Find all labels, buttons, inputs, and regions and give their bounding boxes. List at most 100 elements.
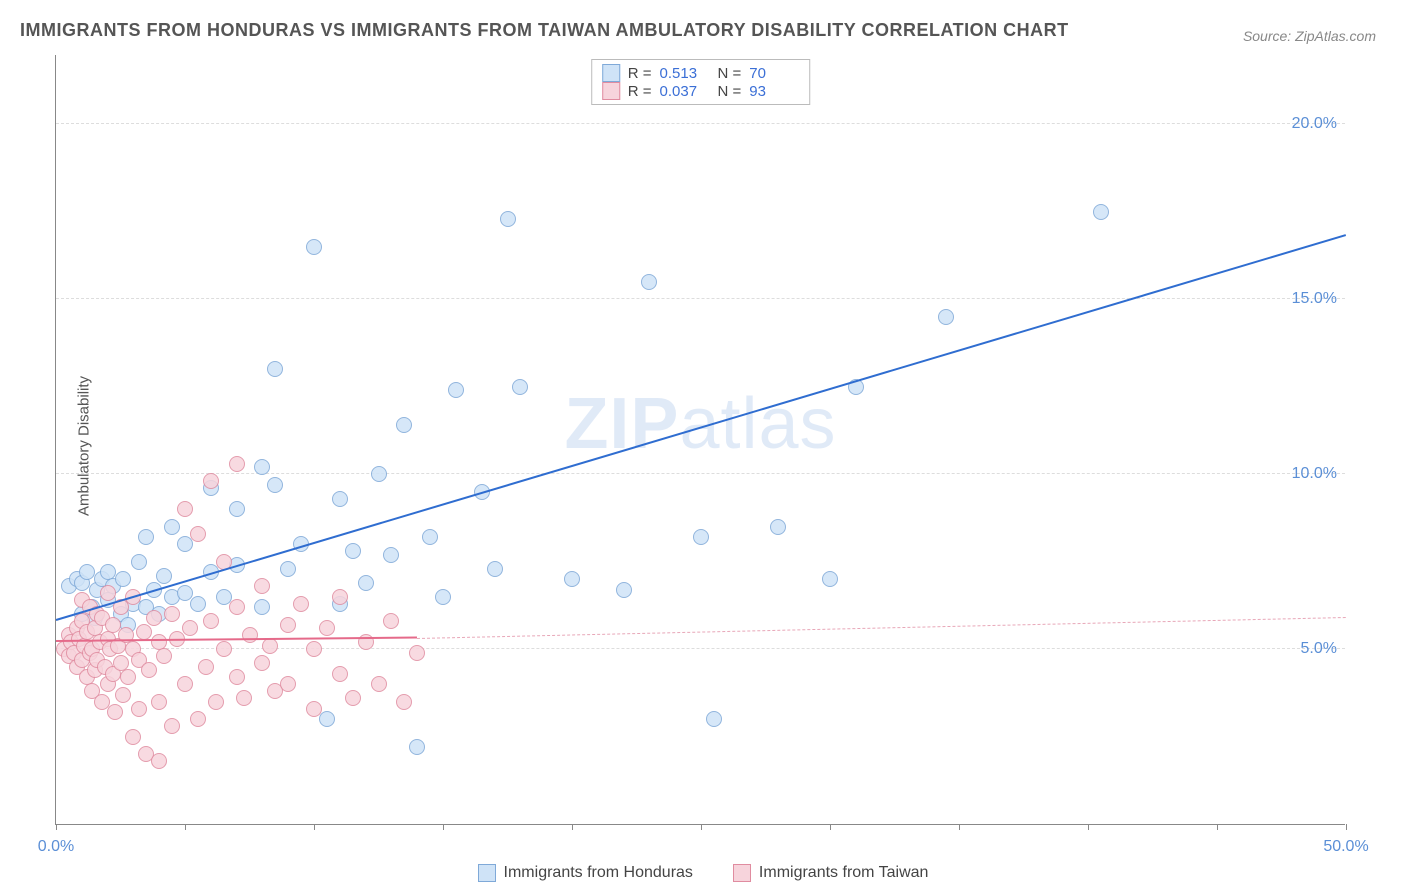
scatter-point (182, 620, 198, 636)
x-tick (1346, 824, 1347, 830)
scatter-point (641, 274, 657, 290)
plot-area: ZIPatlas R =0.513N =70R =0.037N =93 5.0%… (55, 55, 1345, 825)
scatter-point (131, 554, 147, 570)
r-label: R = (628, 83, 652, 100)
x-tick (959, 824, 960, 830)
gridline-h (56, 123, 1345, 124)
scatter-point (125, 729, 141, 745)
gridline-h (56, 298, 1345, 299)
scatter-point (938, 309, 954, 325)
scatter-point (190, 596, 206, 612)
scatter-point (332, 589, 348, 605)
scatter-point (371, 466, 387, 482)
r-legend-row: R =0.037N =93 (602, 82, 800, 100)
scatter-point (409, 739, 425, 755)
legend-swatch (602, 82, 620, 100)
scatter-point (280, 676, 296, 692)
scatter-point (177, 501, 193, 517)
scatter-point (177, 676, 193, 692)
scatter-point (706, 711, 722, 727)
r-value: 0.513 (660, 65, 710, 82)
scatter-point (229, 456, 245, 472)
scatter-point (254, 655, 270, 671)
scatter-point (229, 501, 245, 517)
scatter-point (487, 561, 503, 577)
scatter-point (190, 711, 206, 727)
scatter-point (616, 582, 632, 598)
scatter-point (164, 519, 180, 535)
source-label: Source: ZipAtlas.com (1243, 28, 1376, 44)
scatter-point (151, 694, 167, 710)
scatter-point (693, 529, 709, 545)
scatter-point (203, 613, 219, 629)
scatter-point (383, 547, 399, 563)
scatter-point (151, 753, 167, 769)
legend-label: Immigrants from Taiwan (759, 864, 929, 882)
legend-swatch (478, 864, 496, 882)
scatter-point (564, 571, 580, 587)
scatter-point (770, 519, 786, 535)
legend-item: Immigrants from Honduras (478, 864, 693, 882)
r-value: 0.037 (660, 83, 710, 100)
scatter-point (358, 575, 374, 591)
x-tick (443, 824, 444, 830)
scatter-point (229, 669, 245, 685)
scatter-point (280, 561, 296, 577)
scatter-point (422, 529, 438, 545)
scatter-point (822, 571, 838, 587)
scatter-point (306, 239, 322, 255)
n-label: N = (718, 83, 742, 100)
scatter-point (306, 641, 322, 657)
r-legend-box: R =0.513N =70R =0.037N =93 (591, 59, 811, 105)
scatter-point (306, 701, 322, 717)
scatter-point (409, 645, 425, 661)
scatter-point (267, 477, 283, 493)
scatter-point (198, 659, 214, 675)
scatter-point (396, 417, 412, 433)
gridline-h (56, 648, 1345, 649)
y-tick-label: 20.0% (1292, 115, 1337, 133)
scatter-point (1093, 204, 1109, 220)
scatter-point (107, 704, 123, 720)
scatter-point (267, 361, 283, 377)
n-value: 70 (749, 65, 799, 82)
scatter-point (345, 690, 361, 706)
scatter-point (156, 568, 172, 584)
x-tick (701, 824, 702, 830)
scatter-point (100, 585, 116, 601)
scatter-point (319, 711, 335, 727)
scatter-point (254, 459, 270, 475)
scatter-point (332, 491, 348, 507)
scatter-point (164, 718, 180, 734)
scatter-point (79, 564, 95, 580)
bottom-legend: Immigrants from Honduras Immigrants from … (0, 864, 1406, 882)
legend-swatch (602, 64, 620, 82)
scatter-point (500, 211, 516, 227)
scatter-point (435, 589, 451, 605)
scatter-point (254, 578, 270, 594)
r-legend-row: R =0.513N =70 (602, 64, 800, 82)
scatter-point (280, 617, 296, 633)
y-tick-label: 15.0% (1292, 290, 1337, 308)
legend-swatch (733, 864, 751, 882)
x-tick (830, 824, 831, 830)
x-tick-label-max: 50.0% (1323, 838, 1368, 856)
scatter-point (141, 662, 157, 678)
scatter-point (319, 620, 335, 636)
x-tick (314, 824, 315, 830)
scatter-point (203, 473, 219, 489)
legend-label: Immigrants from Honduras (504, 864, 693, 882)
r-label: R = (628, 65, 652, 82)
scatter-point (242, 627, 258, 643)
trend-line (56, 234, 1347, 621)
scatter-point (345, 543, 361, 559)
scatter-point (216, 641, 232, 657)
watermark-rest: atlas (679, 384, 836, 464)
scatter-point (371, 676, 387, 692)
x-tick (1088, 824, 1089, 830)
scatter-point (383, 613, 399, 629)
scatter-point (396, 694, 412, 710)
scatter-point (332, 666, 348, 682)
scatter-point (164, 606, 180, 622)
x-tick-label-min: 0.0% (38, 838, 74, 856)
